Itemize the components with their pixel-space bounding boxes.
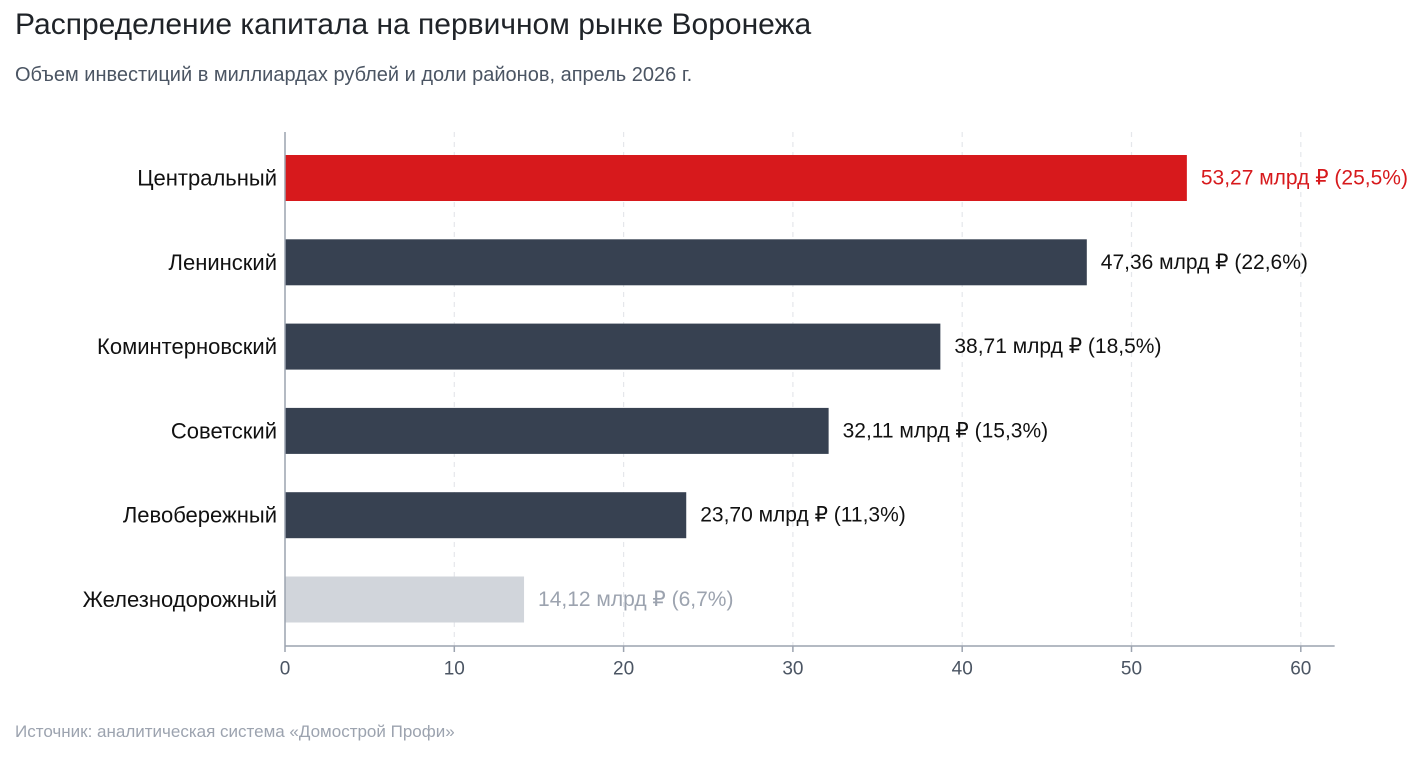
category-labels: Центральный Ленинский Коминтерновский Совет…: [83, 166, 277, 613]
x-tick-label: 50: [1121, 659, 1142, 680]
bar: [285, 576, 525, 623]
category-label: Железнодорожный: [83, 587, 277, 612]
x-tick-label: 0: [280, 659, 291, 680]
data-labels: 53,27 млрд ₽ (25,5%) 47,36 млрд ₽ (22,6%)…: [538, 167, 1408, 612]
axes: [284, 132, 1335, 647]
bar: [285, 239, 1087, 286]
source-note: Источник: аналитическая система «Домостр…: [15, 722, 455, 741]
bar-value-label: 14,12 млрд ₽ (6,7%): [538, 588, 733, 611]
category-label: Левобережный: [123, 503, 277, 528]
bar-value-label: 38,71 млрд ₽ (18,5%): [954, 335, 1161, 358]
x-tick-label: 30: [782, 659, 803, 680]
chart-title: Распределение капитала на первичном рынк…: [15, 8, 812, 41]
x-tick-label: 60: [1290, 659, 1311, 680]
category-label: Центральный: [137, 166, 277, 191]
category-label: Коминтерновский: [97, 334, 277, 359]
bar-value-label: 32,11 млрд ₽ (15,3%): [843, 419, 1049, 442]
gridlines: [453, 132, 1302, 646]
x-tick-label: 10: [444, 659, 465, 680]
x-tick-label: 40: [952, 659, 973, 680]
bar-value-label: 23,70 млрд ₽ (11,3%): [700, 504, 906, 527]
bar: [285, 323, 941, 370]
bar: [285, 492, 687, 539]
bar-value-label: 53,27 млрд ₽ (25,5%): [1201, 167, 1408, 190]
x-tick-label: 20: [613, 659, 634, 680]
bar: [285, 155, 1187, 201]
bar: [285, 407, 829, 454]
category-label: Ленинский: [169, 250, 277, 275]
bar-value-label: 47,36 млрд ₽ (22,6%): [1101, 251, 1308, 274]
chart-subtitle: Объем инвестиций в миллиардах рублей и д…: [15, 64, 693, 86]
bars: [285, 155, 1187, 623]
category-label: Советский: [171, 418, 277, 443]
x-tick-labels: 0 10 20 30 40 50 60: [280, 646, 1311, 680]
